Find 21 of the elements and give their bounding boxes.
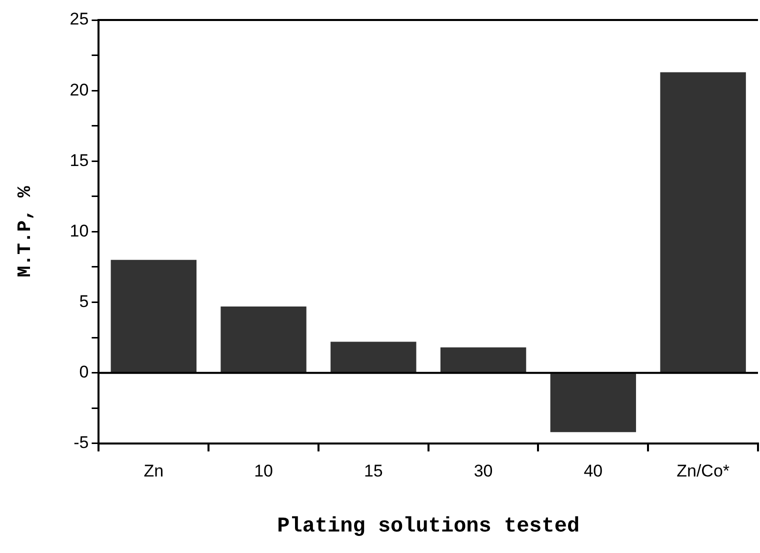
y-tick-label: 20 bbox=[70, 80, 89, 100]
y-tick-label: 5 bbox=[79, 292, 89, 311]
bar bbox=[220, 306, 306, 372]
y-tick-label: 15 bbox=[70, 150, 89, 170]
x-tick-label: Zn/Co* bbox=[676, 461, 730, 480]
x-tick-label: 10 bbox=[254, 461, 273, 480]
bar bbox=[660, 72, 746, 372]
y-tick-label: 0 bbox=[79, 362, 89, 382]
x-tick-label: 15 bbox=[364, 461, 383, 480]
x-tick-label: 40 bbox=[584, 461, 603, 480]
x-tick-label: Zn bbox=[144, 461, 164, 480]
bar bbox=[550, 374, 636, 432]
y-tick-label: 10 bbox=[70, 221, 89, 240]
y-tick-label: -5 bbox=[74, 433, 89, 452]
bar bbox=[110, 260, 197, 372]
bar bbox=[330, 342, 416, 372]
y-axis-title: M.T.P, % bbox=[14, 185, 36, 278]
bar bbox=[440, 347, 526, 372]
x-tick-label: 30 bbox=[474, 461, 493, 480]
y-tick-label: 25 bbox=[70, 10, 89, 29]
x-axis-title: Plating solutions tested bbox=[277, 516, 580, 539]
